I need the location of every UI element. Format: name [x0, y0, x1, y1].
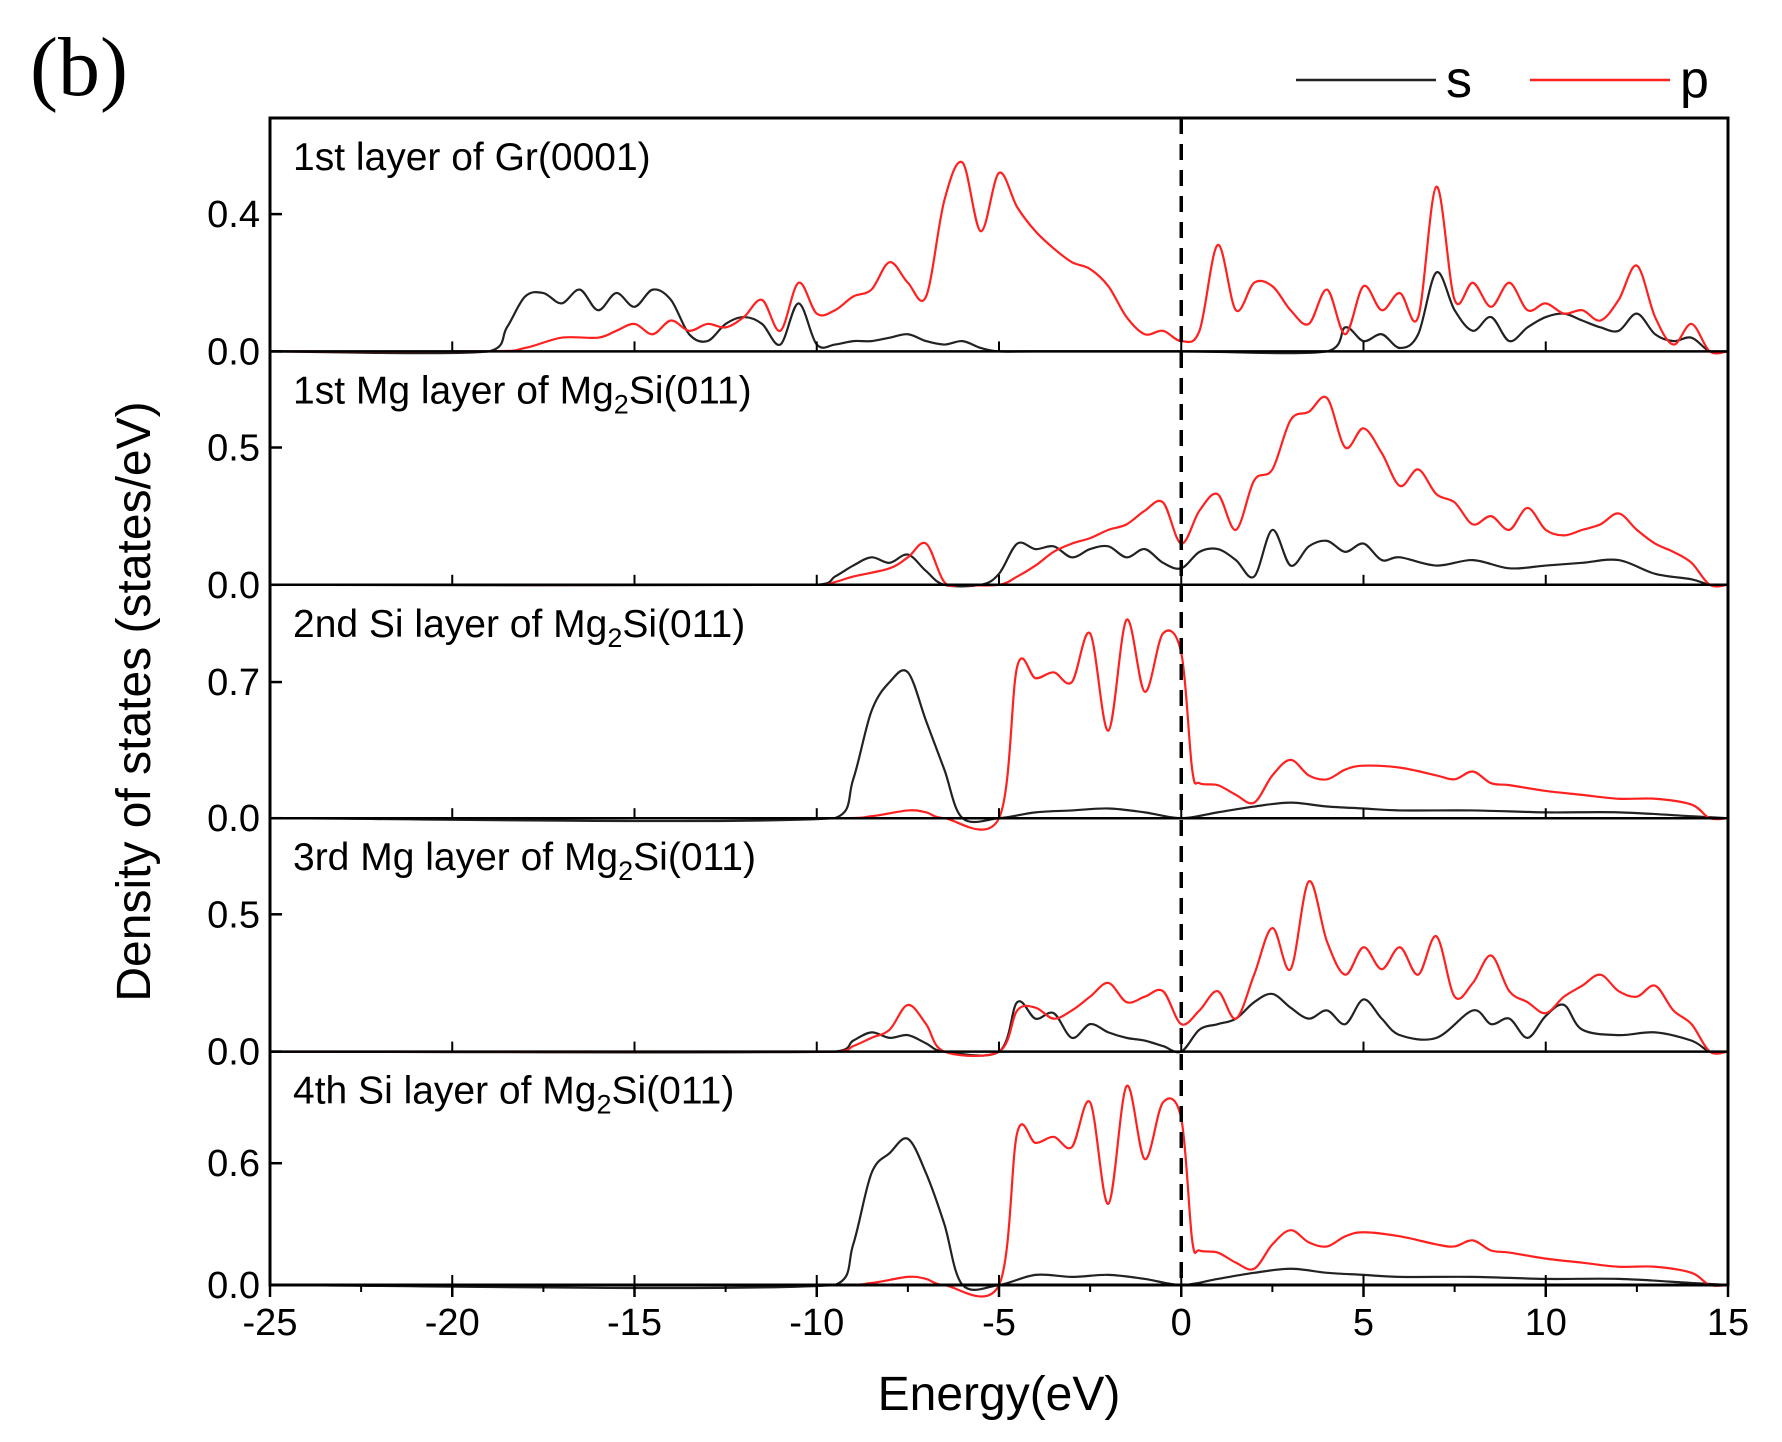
panel-title-2: 1st Mg layer of Mg2Si(011)	[293, 369, 752, 419]
ytick-label-5-1: 0.6	[207, 1143, 260, 1185]
series-p-panel-5	[269, 1084, 1729, 1298]
xtick-label-7: 10	[1525, 1302, 1567, 1344]
panel-title-3: 2nd Si layer of Mg2Si(011)	[293, 603, 745, 653]
series-s-panel-1	[269, 271, 1729, 355]
xtick-label-5: 0	[1171, 1302, 1192, 1344]
legend-label-s: s	[1446, 51, 1472, 109]
series-s-panel-5	[269, 1137, 1729, 1292]
series-p-panel-3	[269, 618, 1729, 831]
panel-4: 0.0 0.5 3rd Mg layer of Mg2Si(011)	[207, 836, 1729, 1074]
ytick-label-3-1: 0.7	[207, 662, 260, 704]
ytick-label-4-0: 0.0	[207, 1032, 260, 1074]
panel-title-1: 1st layer of Gr(0001)	[293, 136, 651, 179]
ytick-label-2-0: 0.0	[207, 565, 260, 607]
panel-3: 0.0 0.7 2nd Si layer of Mg2Si(011)	[207, 603, 1729, 840]
xtick-label-1: -20	[425, 1302, 480, 1344]
panel-2: 0.0 0.5 1st Mg layer of Mg2Si(011)	[207, 369, 1729, 607]
ytick-label-4-1: 0.5	[207, 894, 260, 936]
legend-label-p: p	[1680, 51, 1709, 109]
series-s-panel-4	[269, 992, 1729, 1057]
axes-layer: -25 -20 -15 -10 -5 0 5 10 15 Energy(eV) Density of…	[108, 116, 1749, 1421]
x-axis-label: Energy(eV)	[878, 1368, 1121, 1421]
series-p-panel-1	[269, 160, 1729, 355]
series-p-panel-4	[269, 880, 1729, 1057]
panels-layer: 0.0 0.4 1st layer of Gr(0001) 0.0 0.5 1st Mg …	[207, 136, 1729, 1307]
xtick-label-3: -10	[789, 1302, 844, 1344]
ytick-label-5-0: 0.0	[207, 1265, 260, 1307]
series-s-panel-3	[269, 669, 1729, 824]
xtick-label-6: 5	[1353, 1302, 1374, 1344]
ytick-label-1-0: 0.0	[207, 331, 260, 373]
panel-label: (b)	[30, 21, 128, 114]
ytick-label-1-1: 0.4	[207, 194, 260, 236]
ytick-label-3-0: 0.0	[207, 798, 260, 840]
panel-title-5: 4th Si layer of Mg2Si(011)	[293, 1070, 734, 1120]
series-s-panel-2	[269, 528, 1729, 588]
series-p-panel-2	[269, 395, 1729, 588]
ytick-label-2-1: 0.5	[207, 428, 260, 470]
panel-1: 0.0 0.4 1st layer of Gr(0001)	[207, 136, 1729, 373]
y-axis-label: Density of states (states/eV)	[108, 401, 161, 1001]
xtick-label-2: -15	[607, 1302, 662, 1344]
xtick-label-4: -5	[982, 1302, 1016, 1344]
xtick-label-8: 15	[1707, 1302, 1749, 1344]
xtick-label-0: -25	[243, 1302, 298, 1344]
panel-title-4: 3rd Mg layer of Mg2Si(011)	[293, 836, 756, 886]
